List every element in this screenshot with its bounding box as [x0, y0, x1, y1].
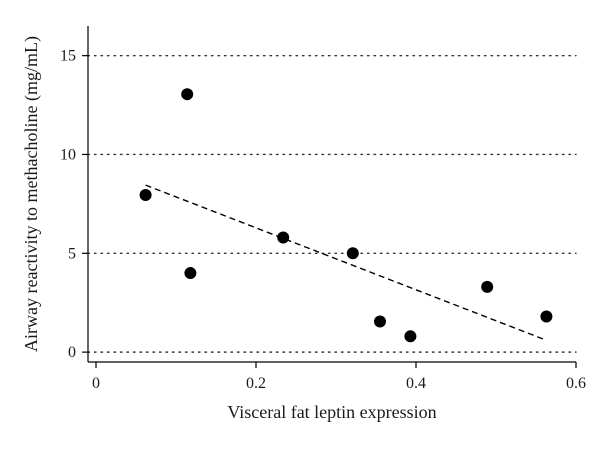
data-point: [139, 188, 152, 201]
data-point: [346, 247, 359, 260]
data-point: [184, 267, 197, 280]
axes: [82, 26, 577, 368]
y-tick-label: 15: [60, 48, 76, 65]
y-axis-title: Airway reactivity to methacholine (mg/mL…: [21, 36, 42, 352]
data-point: [374, 315, 386, 328]
x-tick-label: 0.6: [566, 375, 586, 392]
y-tick-label: 5: [68, 245, 76, 262]
x-tick-label: 0.2: [246, 375, 266, 392]
data-points: [139, 88, 553, 343]
x-axis-title: Visceral fat leptin expression: [227, 402, 436, 422]
data-point: [181, 88, 194, 101]
x-tick-label: 0: [92, 375, 100, 392]
data-point: [540, 310, 553, 323]
y-tick-label: 0: [68, 344, 76, 361]
gridlines: [87, 54, 577, 353]
tick-labels: 0 5 10 15 0 0.2 0.4 0.6: [60, 48, 586, 392]
x-tick-label: 0.4: [406, 375, 426, 392]
trendline-group: [145, 184, 547, 341]
data-point: [481, 280, 494, 293]
data-point: [277, 231, 290, 244]
trendline: [145, 184, 547, 341]
data-point: [404, 330, 417, 343]
y-tick-label: 10: [60, 146, 76, 163]
